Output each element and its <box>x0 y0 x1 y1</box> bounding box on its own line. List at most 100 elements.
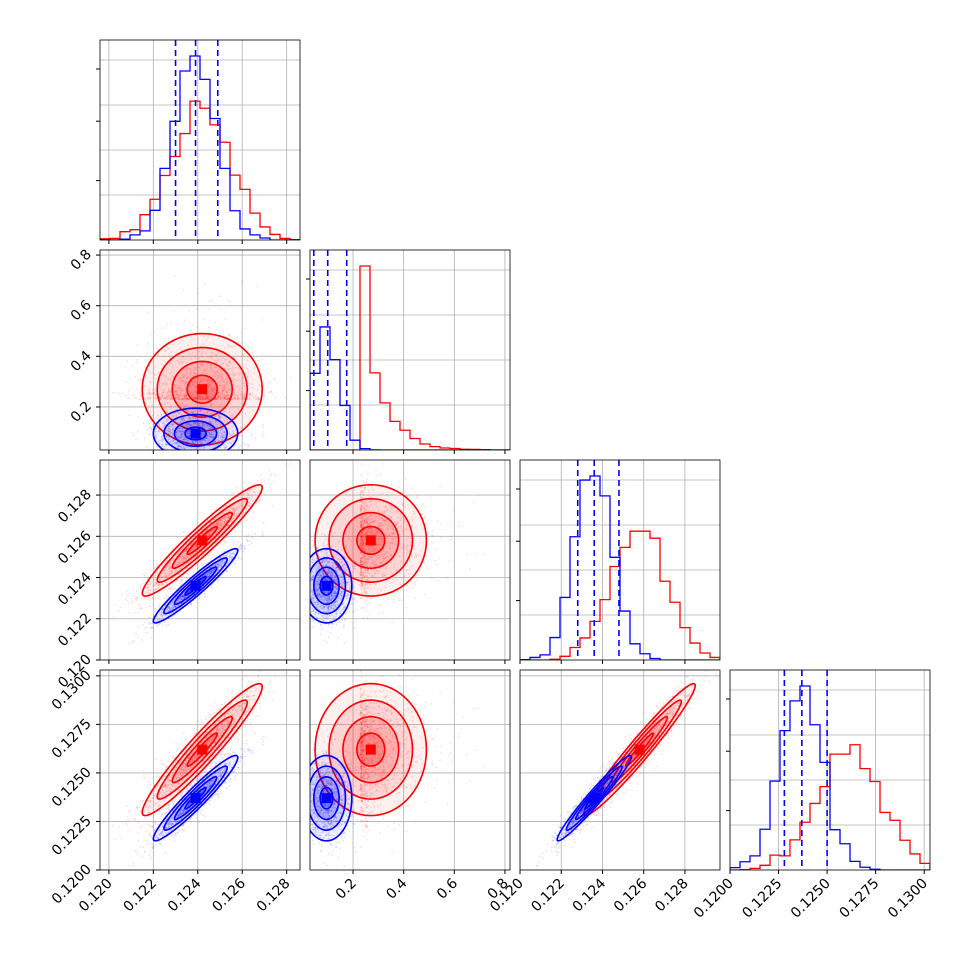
scatter-point <box>207 383 210 386</box>
scatter-point <box>174 395 177 397</box>
scatter-point <box>169 396 171 399</box>
scatter-point <box>164 443 167 446</box>
scatter-point <box>179 567 182 570</box>
scatter-point <box>268 469 271 472</box>
scatter-point <box>185 393 188 395</box>
scatter-point <box>193 387 196 390</box>
scatter-point <box>248 393 251 396</box>
scatter-point <box>160 415 162 418</box>
scatter-point <box>233 561 236 564</box>
scatter-point <box>165 443 168 446</box>
scatter-point <box>271 505 274 507</box>
scatter-point <box>218 381 221 384</box>
scatter-point <box>206 450 208 452</box>
scatter-point <box>202 395 205 398</box>
scatter-point <box>209 425 212 428</box>
scatter-point <box>155 393 158 396</box>
y-tick-label: 0.4 <box>68 348 95 375</box>
scatter-point <box>223 397 226 400</box>
scatter-point <box>164 423 167 426</box>
scatter-point <box>243 548 246 551</box>
scatter-point <box>178 395 181 398</box>
scatter-point <box>159 439 161 442</box>
scatter-point <box>208 378 211 381</box>
scatter-point <box>259 473 262 476</box>
scatter-point <box>221 396 224 398</box>
scatter-point <box>170 379 173 382</box>
scatter-point <box>209 395 212 398</box>
scatter-point <box>187 562 190 564</box>
scatter-point <box>198 398 201 401</box>
scatter-point <box>200 442 203 445</box>
scatter-point <box>173 425 175 428</box>
scatter-point <box>243 493 245 496</box>
scatter-point <box>187 398 189 401</box>
scatter-point <box>199 410 202 413</box>
scatter-point <box>148 601 151 604</box>
scatter-point <box>141 639 143 642</box>
scatter-point <box>158 423 160 425</box>
scatter-point <box>220 427 223 430</box>
scatter-point <box>173 453 175 455</box>
scatter-point <box>184 447 187 450</box>
scatter-point <box>185 441 188 443</box>
scatter-point <box>205 397 208 400</box>
scatter-point <box>188 433 191 435</box>
scatter-point <box>203 424 206 427</box>
scatter-point <box>231 518 234 521</box>
scatter-point <box>184 425 187 428</box>
scatter-point <box>166 401 169 404</box>
scatter-point <box>189 385 191 388</box>
scatter-point <box>242 434 244 437</box>
scatter-point <box>149 333 152 336</box>
scatter-point <box>206 365 209 368</box>
scatter-point <box>228 333 231 336</box>
scatter-point <box>240 427 243 430</box>
scatter-point <box>161 382 164 385</box>
scatter-point <box>241 396 244 399</box>
scatter-point <box>219 379 222 382</box>
scatter-point <box>182 427 185 430</box>
scatter-point <box>270 381 273 384</box>
scatter-point <box>234 515 236 517</box>
scatter-point <box>176 431 178 434</box>
scatter-point <box>166 420 168 423</box>
scatter-point <box>222 386 225 389</box>
scatter-point <box>159 398 161 400</box>
scatter-point <box>201 424 204 427</box>
scatter-point <box>183 319 186 322</box>
scatter-point <box>207 377 210 380</box>
scatter-point <box>217 352 219 355</box>
scatter-point <box>182 435 185 438</box>
scatter-point <box>167 587 170 589</box>
scatter-point <box>180 446 183 449</box>
scatter-point <box>242 353 245 356</box>
scatter-point <box>139 607 142 610</box>
scatter-point <box>228 382 231 384</box>
scatter-point <box>182 437 185 440</box>
scatter-point <box>202 351 204 354</box>
scatter-point <box>184 427 187 430</box>
scatter-point <box>154 434 157 437</box>
scatter-point <box>154 398 157 400</box>
scatter-point <box>210 363 213 366</box>
scatter-point <box>186 372 189 375</box>
scatter-point <box>200 425 203 428</box>
scatter-point <box>240 558 243 560</box>
scatter-point <box>209 429 212 431</box>
scatter-point <box>155 434 158 437</box>
scatter-point <box>213 435 216 438</box>
scatter-point <box>211 381 214 384</box>
scatter-point <box>162 438 165 441</box>
scatter-point <box>145 591 148 594</box>
scatter-point <box>199 395 202 398</box>
scatter-point <box>210 390 213 393</box>
scatter-point <box>227 524 230 527</box>
scatter-point <box>175 441 178 444</box>
scatter-point <box>187 432 190 435</box>
scatter-point <box>200 546 203 549</box>
scatter-point <box>196 396 199 399</box>
scatter-point <box>196 292 199 295</box>
scatter-point <box>222 544 224 547</box>
